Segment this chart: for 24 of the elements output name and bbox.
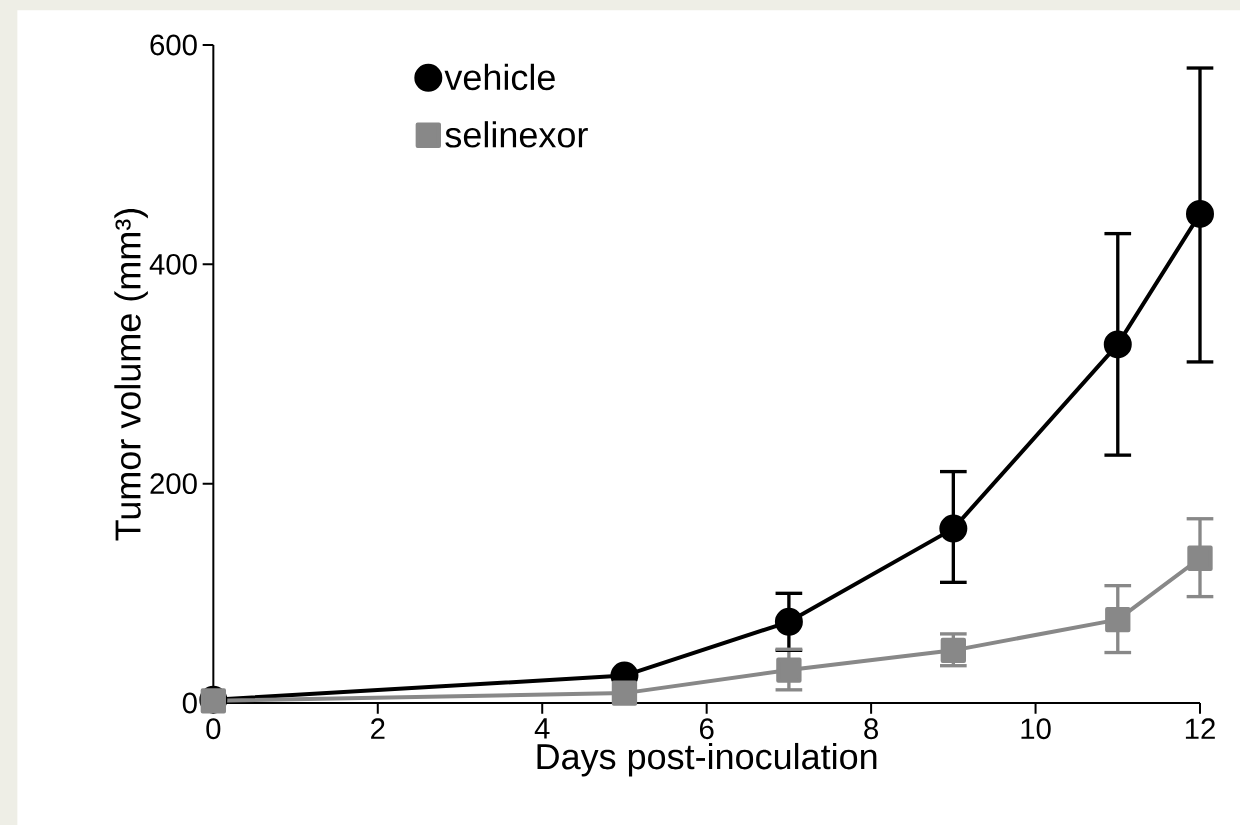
point <box>939 514 968 543</box>
point <box>1186 199 1214 228</box>
x-tick-label: 10 <box>1021 718 1051 740</box>
point <box>1105 606 1131 633</box>
point <box>1187 545 1213 571</box>
point <box>774 607 803 636</box>
y-tick-label: 0 <box>182 692 197 714</box>
x-tick-label: 2 <box>371 718 385 739</box>
point <box>776 657 802 683</box>
y-tick-label: 600 <box>150 34 197 56</box>
y-axis-title: Tumor volume (mm³) <box>114 208 148 541</box>
x-tick-label: 4 <box>534 718 550 739</box>
y-tick-label: 400 <box>149 253 197 275</box>
legend-label: vehicle <box>444 63 555 91</box>
point <box>1103 330 1132 359</box>
point <box>611 680 638 706</box>
x-tick-label: 6 <box>700 718 714 740</box>
x-axis-title: Days post-inoculation <box>537 742 877 777</box>
y-tick-label: 200 <box>150 473 197 495</box>
x-tick-label: 0 <box>206 718 221 740</box>
x-tick-label: 8 <box>864 718 878 740</box>
x-tick-label: 12 <box>1185 718 1215 739</box>
point <box>940 637 966 664</box>
legend-label: selinexor <box>445 121 588 148</box>
